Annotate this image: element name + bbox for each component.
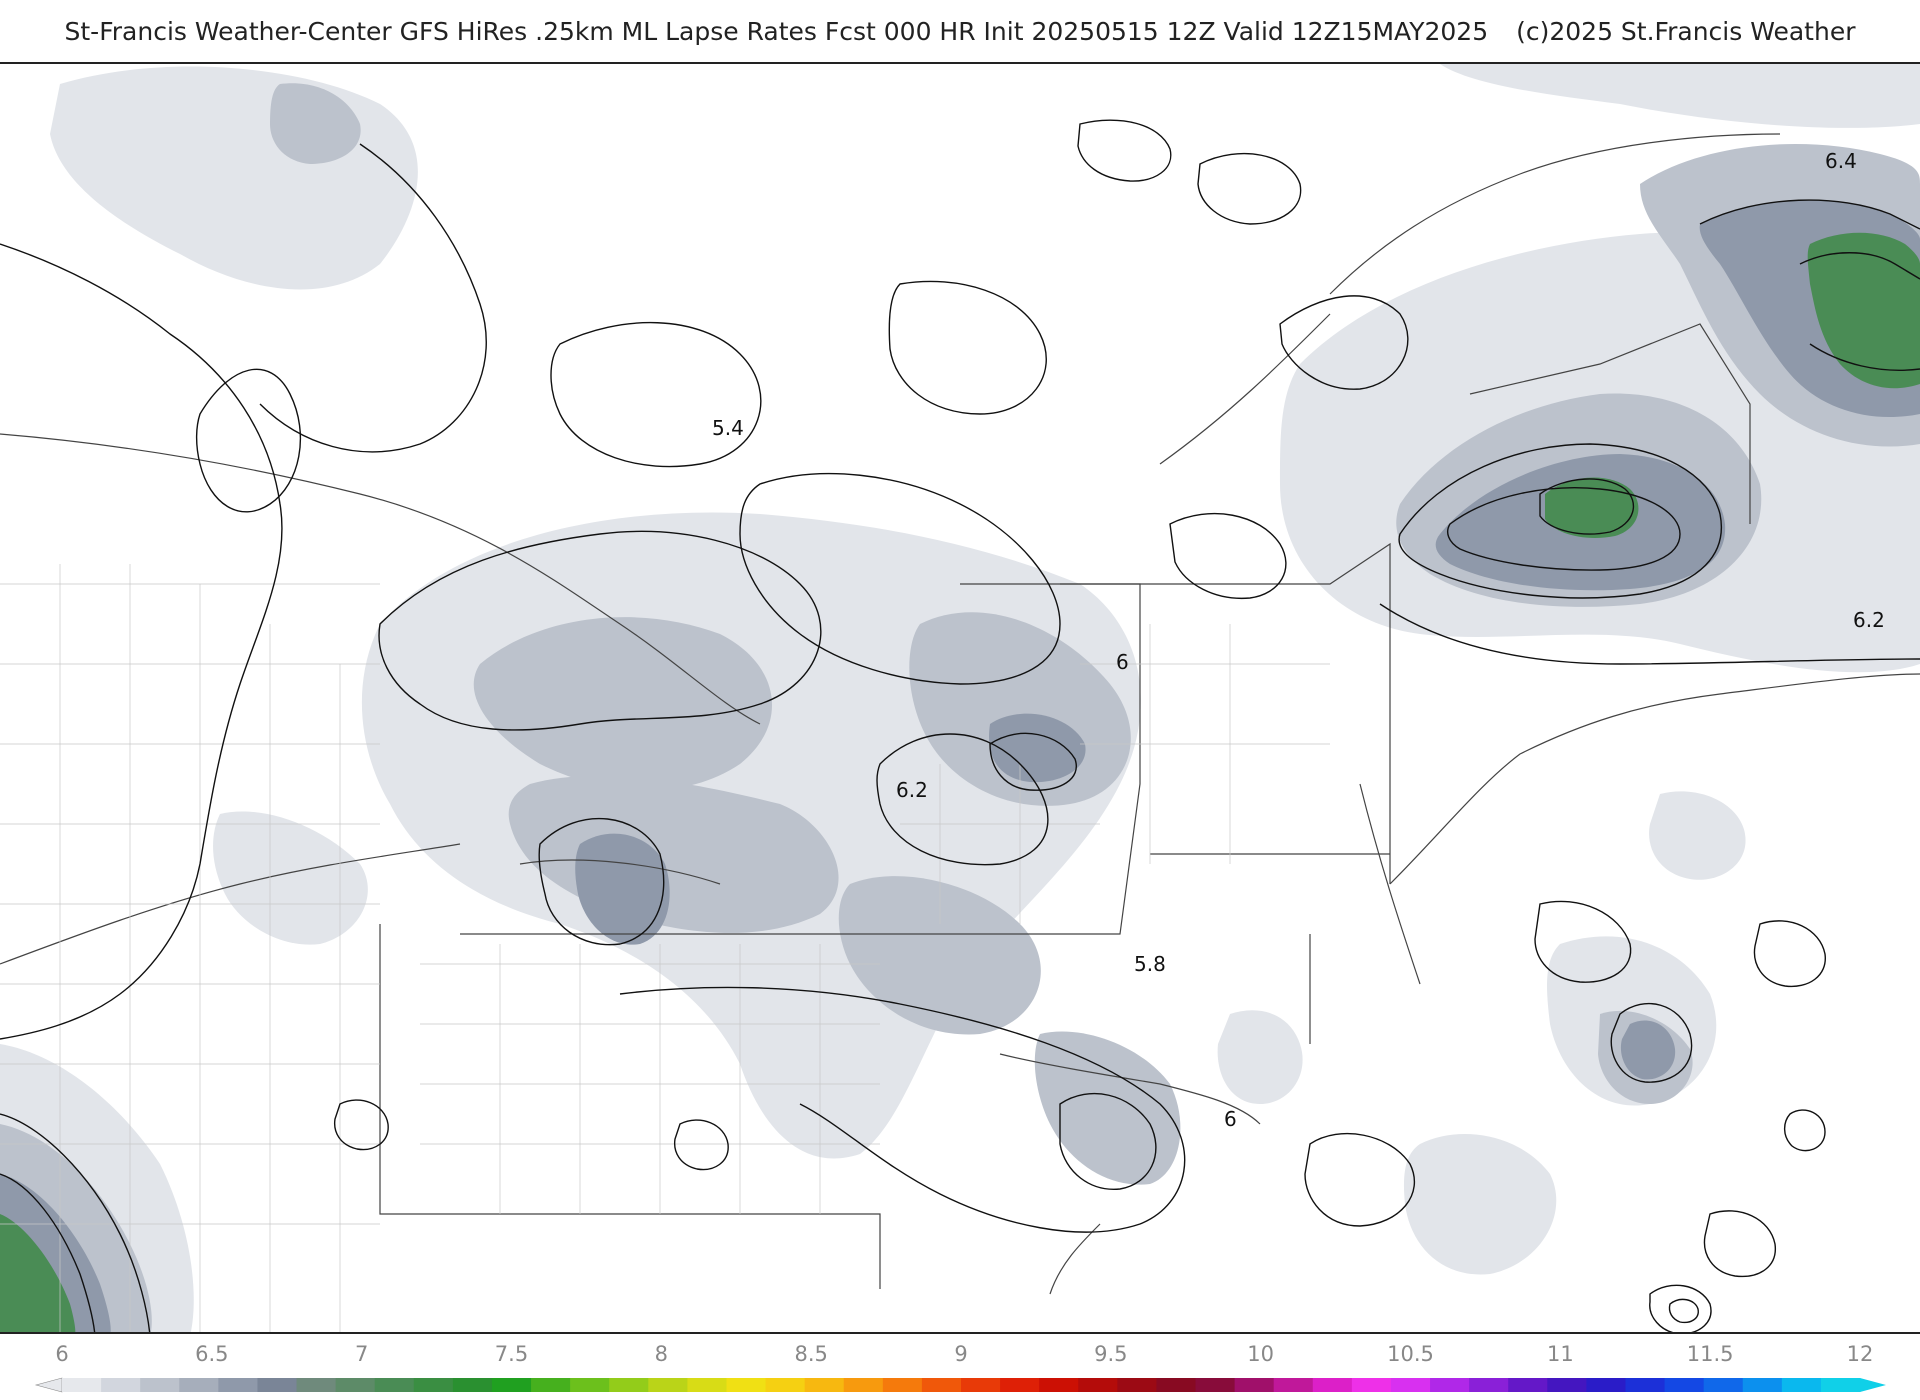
shading-green <box>0 232 1920 1332</box>
colorbar-swatch <box>335 1378 376 1392</box>
colorbar-tick-label: 11 <box>1546 1342 1574 1366</box>
colorbar-swatch <box>765 1378 806 1392</box>
colorbar-tick-label: 6 <box>55 1342 69 1366</box>
colorbar-swatch <box>687 1378 727 1392</box>
title-text: St-Francis Weather-Center GFS HiRes .25k… <box>64 16 1489 46</box>
contour-lines <box>0 119 1920 1332</box>
colorbar-swatch <box>1078 1378 1118 1392</box>
colorbar-tick-label: 8.5 <box>794 1342 828 1366</box>
colorbar-swatch <box>1000 1378 1040 1392</box>
colorbar-swatch <box>804 1378 845 1392</box>
copyright-text: (c)2025 St.Francis Weather <box>1516 16 1856 46</box>
colorbar-swatch <box>1039 1378 1079 1392</box>
colorbar-right-arrow <box>1860 1378 1886 1392</box>
colorbar-swatch <box>1195 1378 1236 1392</box>
colorbar-swatch <box>609 1378 649 1392</box>
colorbar-swatch <box>179 1378 219 1392</box>
colorbar-swatch <box>1390 1378 1431 1392</box>
lapse-rate-map: 5.4 6.4 6.2 6 6.2 5.8 6 <box>0 64 1920 1332</box>
colorbar-swatch <box>882 1378 923 1392</box>
colorbar-tick-label: 7 <box>354 1342 369 1366</box>
colorbar-swatch <box>1508 1378 1548 1392</box>
colorbar-swatch <box>374 1378 415 1392</box>
colorbar-swatch <box>921 1378 962 1392</box>
colorbar-swatch <box>843 1378 884 1392</box>
contour-label-6-north: 6 <box>1116 650 1129 674</box>
colorbar-tick-label: 9.5 <box>1094 1342 1128 1366</box>
contour-label-5-4: 5.4 <box>712 416 744 440</box>
colorbar-swatch <box>726 1378 767 1392</box>
colorbar-swatch <box>570 1378 610 1392</box>
contour-label-6-2-east: 6.2 <box>1853 608 1885 632</box>
colorbar-tick-label: 6.5 <box>195 1342 229 1366</box>
colorbar-left-arrow <box>34 1377 63 1393</box>
colorbar-swatch <box>1703 1378 1744 1392</box>
county-lines <box>0 564 1330 1332</box>
colorbar-swatch <box>413 1378 454 1392</box>
colorbar-swatch <box>1273 1378 1314 1392</box>
colorbar-swatch <box>1430 1378 1470 1392</box>
colorbar-swatch <box>1586 1378 1626 1392</box>
map-panel: 5.4 6.4 6.2 6 6.2 5.8 6 <box>0 62 1920 1334</box>
colorbar-swatch <box>1351 1378 1392 1392</box>
colorbar-swatch <box>1312 1378 1353 1392</box>
contour-label-5-8: 5.8 <box>1134 952 1166 976</box>
colorbar-swatch <box>491 1378 532 1392</box>
colorbar-swatch <box>1664 1378 1705 1392</box>
colorbar-swatch <box>1547 1378 1587 1392</box>
colorbar-swatch <box>62 1378 102 1392</box>
colorbar-tick-label: 10.5 <box>1387 1342 1434 1366</box>
colorbar-swatch <box>1156 1378 1197 1392</box>
colorbar-tick-label: 10 <box>1247 1342 1275 1366</box>
colorbar-swatch <box>1469 1378 1509 1392</box>
colorbar-swatch <box>257 1378 298 1392</box>
contour-labels: 5.4 6.4 6.2 6 6.2 5.8 6 <box>712 149 1885 1131</box>
colorbar-swatch <box>1781 1378 1822 1392</box>
colorbar-swatch <box>1742 1378 1783 1392</box>
colorbar-swatch <box>218 1378 258 1392</box>
colorbar-swatch <box>452 1378 493 1392</box>
colorbar: 6 6.5 7 7.5 8 8.5 9 9.5 10 10.5 11 11.5 12 <box>0 1334 1920 1400</box>
colorbar-swatch <box>296 1378 337 1392</box>
colorbar-scale <box>34 1377 1886 1393</box>
contour-label-6-4: 6.4 <box>1825 149 1857 173</box>
colorbar-swatch <box>648 1378 688 1392</box>
colorbar-tick-label: 12 <box>1846 1342 1874 1366</box>
colorbar-swatch <box>1117 1378 1157 1392</box>
colorbar-swatch <box>1234 1378 1275 1392</box>
colorbar-swatch <box>1820 1378 1861 1392</box>
colorbar-swatch <box>101 1378 141 1392</box>
colorbar-tick-label: 9 <box>954 1342 968 1366</box>
colorbar-swatch <box>1625 1378 1666 1392</box>
colorbar-tick-label: 7.5 <box>494 1342 529 1366</box>
colorbar-swatch <box>961 1378 1001 1392</box>
boundaries <box>0 133 1920 1295</box>
contour-label-6-2-central: 6.2 <box>896 778 928 802</box>
colorbar-swatch <box>140 1378 180 1392</box>
colorbar-swatch <box>531 1378 571 1392</box>
contour-label-6-south: 6 <box>1224 1107 1237 1131</box>
colorbar-tick-label: 8 <box>654 1342 669 1366</box>
map-title: St-Francis Weather-Center GFS HiRes .25k… <box>0 0 1920 62</box>
colorbar-tick-label: 11.5 <box>1686 1342 1734 1366</box>
